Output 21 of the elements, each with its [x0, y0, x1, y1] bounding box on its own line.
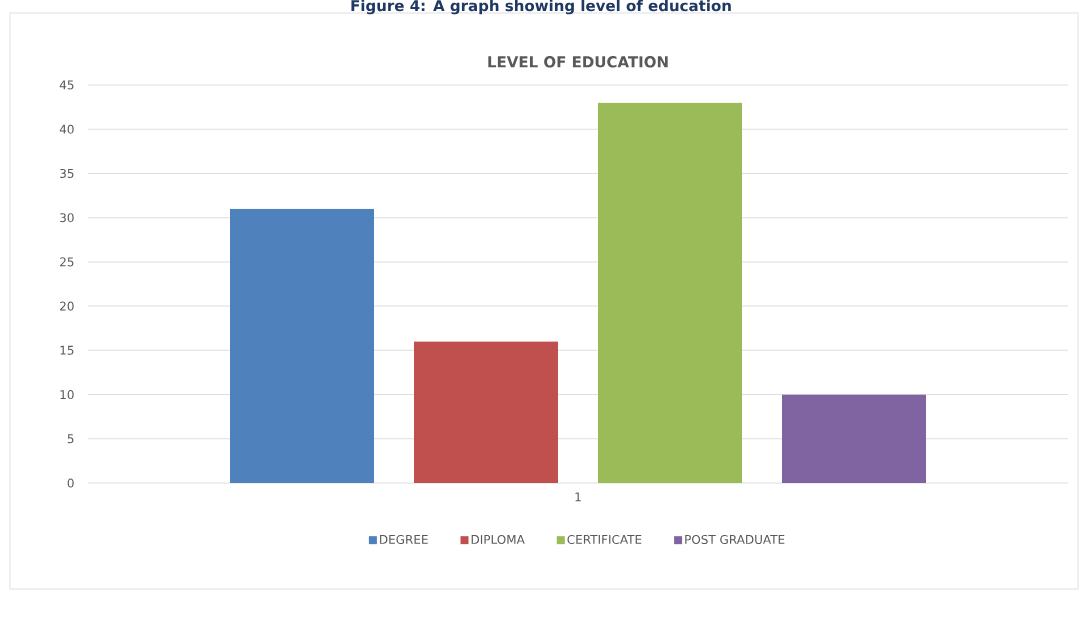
y-tick-label: 30: [60, 213, 74, 223]
y-tick-label: 5: [67, 434, 74, 444]
legend-label: DIPLOMA: [471, 534, 525, 545]
y-tick-label: 25: [60, 257, 74, 267]
y-tick-label: 45: [59, 80, 74, 90]
caption: Figure 4: A graph showing level of education: [351, 0, 731, 15]
legend-label: CERTIFICATE: [567, 534, 642, 545]
y-tick-label: 10: [60, 390, 74, 400]
y-tick-label: 20: [60, 301, 74, 311]
bar: [414, 341, 559, 483]
y-tick-label: 15: [60, 345, 74, 355]
y-tick-label: 35: [60, 168, 74, 178]
y-tick-label: 0: [67, 478, 74, 488]
bar: [782, 394, 927, 483]
legend-label: DEGREE: [380, 534, 428, 545]
bar: [598, 102, 743, 483]
legend-label: POST GRADUATE: [685, 534, 785, 545]
y-tick-label: 40: [59, 124, 74, 134]
x-tick-label: 1: [575, 492, 581, 502]
bar: [230, 208, 374, 483]
chart-title: LEVEL OF EDUCATION: [488, 56, 668, 68]
